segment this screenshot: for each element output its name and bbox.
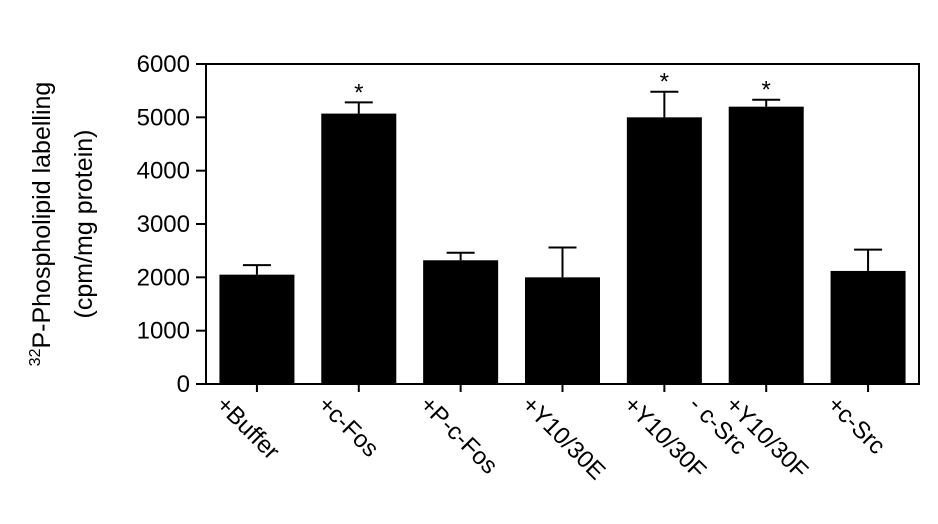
y-axis-title: 32P-Phospholipid labelling (cpm/mg prote…	[27, 82, 98, 367]
y-axis-title-line2: (cpm/mg protein)	[70, 130, 98, 319]
category-label-5: +Y10/30F- c-Src	[683, 373, 813, 503]
y-tick-label-2: 2000	[137, 264, 190, 291]
category-label-2: +P-c-Fos	[414, 391, 502, 479]
bar-5	[728, 106, 804, 385]
error-bars	[242, 90, 883, 278]
bars	[219, 106, 906, 385]
category-label-2-line-0: +P-c-Fos	[414, 391, 502, 479]
bar-4	[626, 117, 702, 384]
category-label-3: +Y10/30E	[516, 391, 610, 485]
bar-3	[525, 277, 600, 384]
significance-star-1: *	[354, 79, 363, 106]
y-tick-label-4: 4000	[137, 158, 190, 185]
y-axis-title-superscript: 32	[27, 348, 44, 366]
bar-0	[219, 274, 295, 384]
category-label-3-line-0: +Y10/30E	[516, 391, 610, 485]
bar-6	[830, 270, 906, 384]
y-tick-label-1: 1000	[137, 318, 190, 345]
significance-marks: * * *	[354, 69, 771, 107]
y-tick-label-0: 0	[177, 371, 190, 398]
significance-star-4: *	[660, 69, 669, 96]
x-axis-labels: +Buffer +c-Fos +P-c-Fos +Y10/30E +Y10/30F +Y1…	[211, 373, 891, 503]
y-tick-label-3: 3000	[137, 211, 190, 238]
y-axis-ticks: 0 1000 2000 3000 4000 5000 6000	[137, 51, 206, 398]
bar-2	[423, 260, 499, 384]
category-label-1-line-0: +c-Fos	[313, 391, 384, 462]
category-label-6: +c-Src	[822, 391, 891, 460]
significance-star-5: *	[762, 77, 771, 104]
y-tick-label-6: 6000	[137, 51, 190, 78]
bar-1	[321, 113, 397, 384]
y-axis-title-text: P-Phospholipid labelling	[28, 82, 56, 349]
y-tick-label-5: 5000	[137, 104, 190, 131]
category-label-1: +c-Fos	[313, 391, 384, 462]
category-label-0: +Buffer	[211, 391, 285, 465]
category-label-0-line-0: +Buffer	[211, 391, 285, 465]
category-label-6-line-0: +c-Src	[822, 391, 891, 460]
y-axis-title-line1: 32P-Phospholipid labelling	[27, 82, 56, 367]
